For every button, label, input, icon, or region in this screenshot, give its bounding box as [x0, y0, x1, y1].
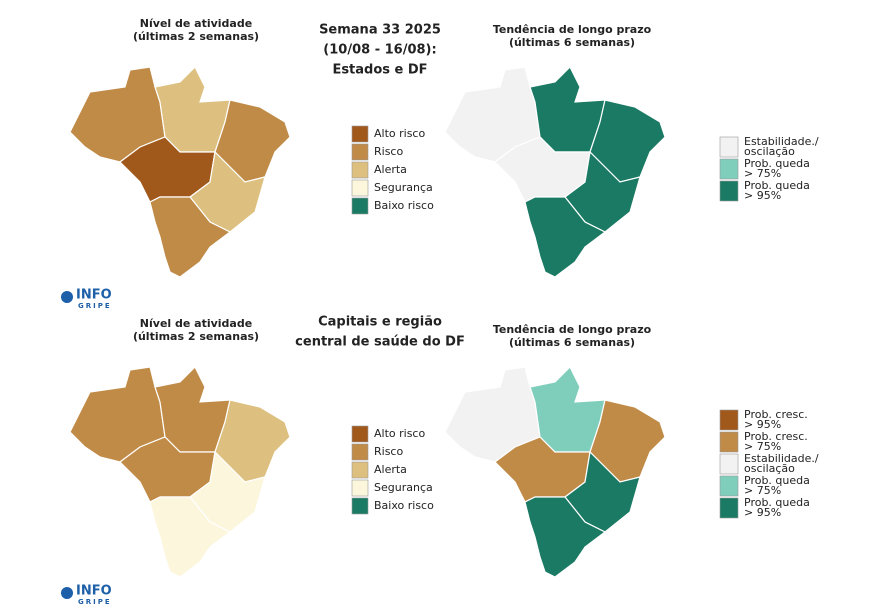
- map-title: Tendência de longo prazo: [493, 323, 652, 336]
- legend-label: > 75%: [744, 484, 781, 497]
- logo-pin: [61, 291, 73, 303]
- activity-region: [214, 399, 291, 483]
- legend-swatch: [351, 479, 369, 497]
- legend-label: Alerta: [374, 463, 407, 476]
- legend-swatch: [351, 425, 369, 443]
- legend-label: Baixo risco: [374, 199, 434, 212]
- legend-label: Baixo risco: [374, 499, 434, 512]
- map-title: (últimas 6 semanas): [509, 336, 635, 349]
- legend-swatch: [719, 453, 739, 475]
- legend-label: > 75%: [744, 440, 781, 453]
- legend-label: > 95%: [744, 418, 781, 431]
- section-title: Capitais e região: [318, 315, 442, 330]
- trend-region: [524, 196, 607, 278]
- legend-label: Alto risco: [374, 427, 425, 440]
- legend-swatch: [719, 431, 739, 453]
- legend-label: Alto risco: [374, 127, 425, 140]
- legend-label: Alerta: [374, 163, 407, 176]
- legend-swatch: [719, 180, 739, 202]
- logo-text: GRIPE: [78, 302, 112, 310]
- legend-label: Segurança: [374, 181, 433, 194]
- legend-label: oscilação: [744, 462, 795, 475]
- legend-label: oscilação: [744, 145, 795, 158]
- legend-label: Prob. queda: [744, 496, 810, 509]
- legend-swatch: [351, 461, 369, 479]
- legend-swatch: [351, 197, 369, 215]
- legend-label: Risco: [374, 145, 403, 158]
- legend-swatch: [719, 158, 739, 180]
- legend-label: Segurança: [374, 481, 433, 494]
- section-title: (10/08 - 16/08):: [323, 43, 436, 58]
- trend-region: [589, 399, 666, 483]
- legend-label: Prob. queda: [744, 179, 810, 192]
- legend-label: Prob. queda: [744, 474, 810, 487]
- legend-label: Prob. cresc.: [744, 408, 808, 421]
- legend-label: Estabilidade./: [744, 452, 819, 465]
- activity-region: [149, 196, 232, 278]
- legend-swatch: [719, 136, 739, 158]
- activity-region: [214, 99, 291, 183]
- legend-swatch: [351, 443, 369, 461]
- legend-swatch: [351, 179, 369, 197]
- legend-label: > 95%: [744, 189, 781, 202]
- map-title: (últimas 2 semanas): [133, 330, 259, 343]
- legend-swatch: [351, 497, 369, 515]
- legend-swatch: [719, 475, 739, 497]
- map-title: Nível de atividade: [140, 17, 252, 30]
- map-title: (últimas 6 semanas): [509, 36, 635, 49]
- logo-text: INFO: [76, 584, 112, 599]
- legend-label: Risco: [374, 445, 403, 458]
- legend-label: > 95%: [744, 506, 781, 519]
- legend-label: Prob. queda: [744, 157, 810, 170]
- legend-swatch: [351, 125, 369, 143]
- legend-label: Estabilidade./: [744, 135, 819, 148]
- map-title: (últimas 2 semanas): [133, 30, 259, 43]
- logo-text: INFO: [76, 288, 112, 303]
- trend-region: [524, 496, 607, 578]
- logo-pin: [61, 587, 73, 599]
- legend-swatch: [719, 409, 739, 431]
- trend-region: [589, 99, 666, 183]
- map-title: Nível de atividade: [140, 317, 252, 330]
- activity-region: [149, 496, 232, 578]
- legend-swatch: [719, 497, 739, 519]
- logo-text: GRIPE: [78, 598, 112, 606]
- legend-label: > 75%: [744, 167, 781, 180]
- section-title: central de saúde do DF: [295, 335, 465, 350]
- section-title: Semana 33 2025: [319, 23, 441, 38]
- legend-swatch: [351, 143, 369, 161]
- legend-swatch: [351, 161, 369, 179]
- map-title: Tendência de longo prazo: [493, 23, 652, 36]
- legend-label: Prob. cresc.: [744, 430, 808, 443]
- section-title: Estados e DF: [332, 63, 427, 78]
